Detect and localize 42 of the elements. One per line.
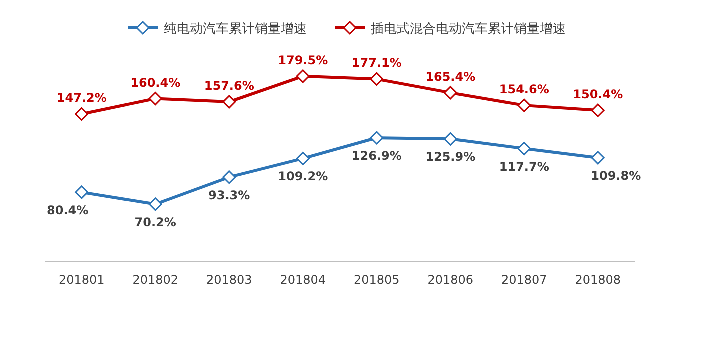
point [75,107,89,121]
data-label: 154.6% [499,82,550,97]
point [591,104,605,118]
point [444,86,458,100]
x-tick-label: 201804 [280,273,326,287]
data-label: 109.2% [278,170,328,184]
data-label: 177.1% [352,56,402,70]
point [75,186,89,200]
point [370,72,384,86]
point [222,170,236,184]
x-tick-label: 201802 [132,273,179,287]
point [518,142,532,156]
data-label: 109.8% [591,169,642,184]
data-label: 125.9% [426,150,476,164]
data-label: 147.2% [56,91,107,106]
point [444,132,458,146]
x-tick-label: 201805 [354,273,400,287]
point [148,198,162,212]
point [148,92,162,106]
data-label: 179.5% [278,53,328,68]
point [296,152,310,166]
point [370,131,384,145]
x-tick-label: 201803 [206,273,252,287]
x-tick-label: 201801 [58,273,105,287]
x-tick-label: 201806 [428,273,474,287]
data-label: 150.4% [573,87,624,102]
data-label: 165.4% [426,70,476,84]
data-label: 80.4% [47,203,89,218]
point [296,70,310,84]
data-label: 157.6% [204,79,254,94]
data-label: 117.7% [499,160,550,174]
point [591,151,605,165]
data-label: 93.3% [208,188,250,202]
point [222,95,236,109]
point [518,98,532,112]
x-tick-label: 201808 [575,273,622,287]
data-label: 70.2% [134,215,176,230]
x-tick-label: 201807 [501,273,548,287]
legend-label: 纯电动汽车累计销量增速 [164,22,307,37]
legend-label: 插电式混合电动汽车累计销量增速 [371,22,566,37]
data-label: 160.4% [130,76,181,90]
data-label: 126.9% [352,149,402,163]
